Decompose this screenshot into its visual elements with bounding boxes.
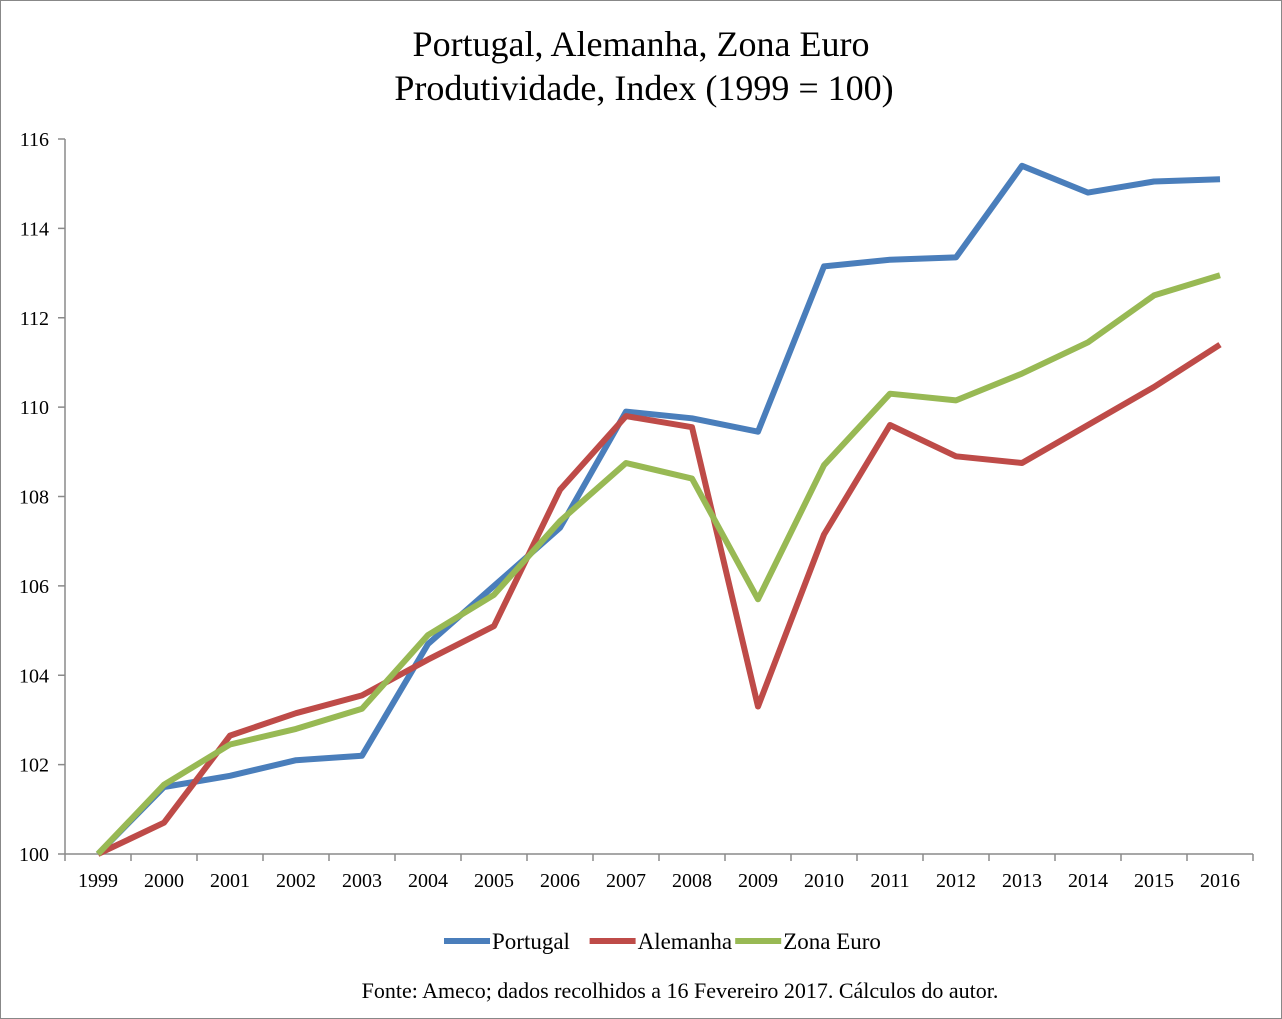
y-tick-label: 100 — [19, 844, 49, 866]
x-tick-label: 2015 — [1134, 870, 1174, 892]
x-tick-label: 2001 — [210, 870, 250, 892]
legend-label-portugal: Portugal — [492, 929, 570, 954]
chart-title: Portugal, Alemanha, Zona Euro — [413, 24, 870, 64]
axes: 100 102 104 106 108 110 112 114 116 1999 2000 2001 2… — [19, 129, 1254, 892]
y-tick-label: 114 — [20, 218, 49, 240]
x-tick-label: 2016 — [1200, 870, 1240, 892]
y-tick-label: 106 — [19, 576, 49, 598]
x-tick-label: 2006 — [540, 870, 580, 892]
y-tick-label: 108 — [19, 487, 49, 509]
x-tick-label: 2012 — [936, 870, 976, 892]
x-tick-label: 2010 — [804, 870, 844, 892]
y-tick-label: 102 — [19, 755, 49, 777]
x-tick-label: 2002 — [276, 870, 316, 892]
x-tick-label: 2008 — [672, 870, 712, 892]
source-note: Fonte: Ameco; dados recolhidos a 16 Feve… — [362, 978, 999, 1003]
x-tick-label: 2014 — [1068, 870, 1108, 892]
x-tick-label: 2004 — [408, 870, 448, 892]
series-line-portugal — [95, 162, 1221, 857]
x-tick-label: 2013 — [1002, 870, 1042, 892]
legend-label-alemanha: Alemanha — [638, 929, 733, 954]
series-line-alemanha — [96, 342, 1222, 857]
x-tick-label: 2007 — [606, 870, 646, 892]
chart-subtitle: Produtividade, Index (1999 = 100) — [394, 68, 893, 108]
x-tick-label: 2011 — [870, 870, 909, 892]
y-tick-label: 116 — [20, 129, 49, 151]
plot-area — [95, 162, 1222, 857]
x-tick-label: 2003 — [342, 870, 382, 892]
x-tick-label: 1999 — [78, 870, 118, 892]
x-tick-label: 2005 — [474, 870, 514, 892]
x-tick-label: 2009 — [738, 870, 778, 892]
y-tick-label: 104 — [19, 665, 49, 687]
series-line-zona-euro — [95, 272, 1221, 857]
y-tick-label: 112 — [20, 308, 49, 330]
legend-label-zona-euro: Zona Euro — [783, 929, 881, 954]
legend: Portugal Alemanha Zona Euro — [444, 929, 881, 954]
x-tick-label: 2000 — [144, 870, 184, 892]
y-tick-label: 110 — [20, 397, 49, 419]
